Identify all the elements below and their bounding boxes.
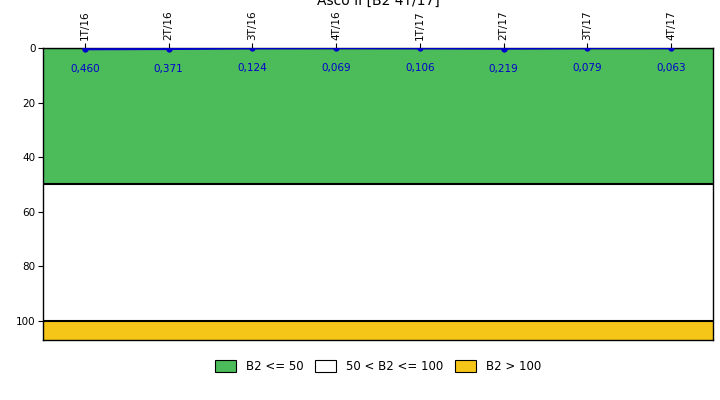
Text: 0,063: 0,063 <box>656 63 685 73</box>
Text: 0,069: 0,069 <box>321 63 351 73</box>
Bar <box>43 184 713 321</box>
Bar <box>43 48 713 184</box>
Bar <box>43 321 713 340</box>
Legend: B2 <= 50, 50 < B2 <= 100, B2 > 100: B2 <= 50, 50 < B2 <= 100, B2 > 100 <box>210 356 546 378</box>
Text: 0,371: 0,371 <box>154 64 184 74</box>
Text: 0,219: 0,219 <box>489 64 518 74</box>
Text: 0,079: 0,079 <box>572 63 602 73</box>
Title: Ascó II [B2 4T/17]: Ascó II [B2 4T/17] <box>317 0 439 8</box>
Text: 0,124: 0,124 <box>238 63 267 73</box>
Text: 0,460: 0,460 <box>71 64 100 74</box>
Text: 0,106: 0,106 <box>405 63 435 73</box>
